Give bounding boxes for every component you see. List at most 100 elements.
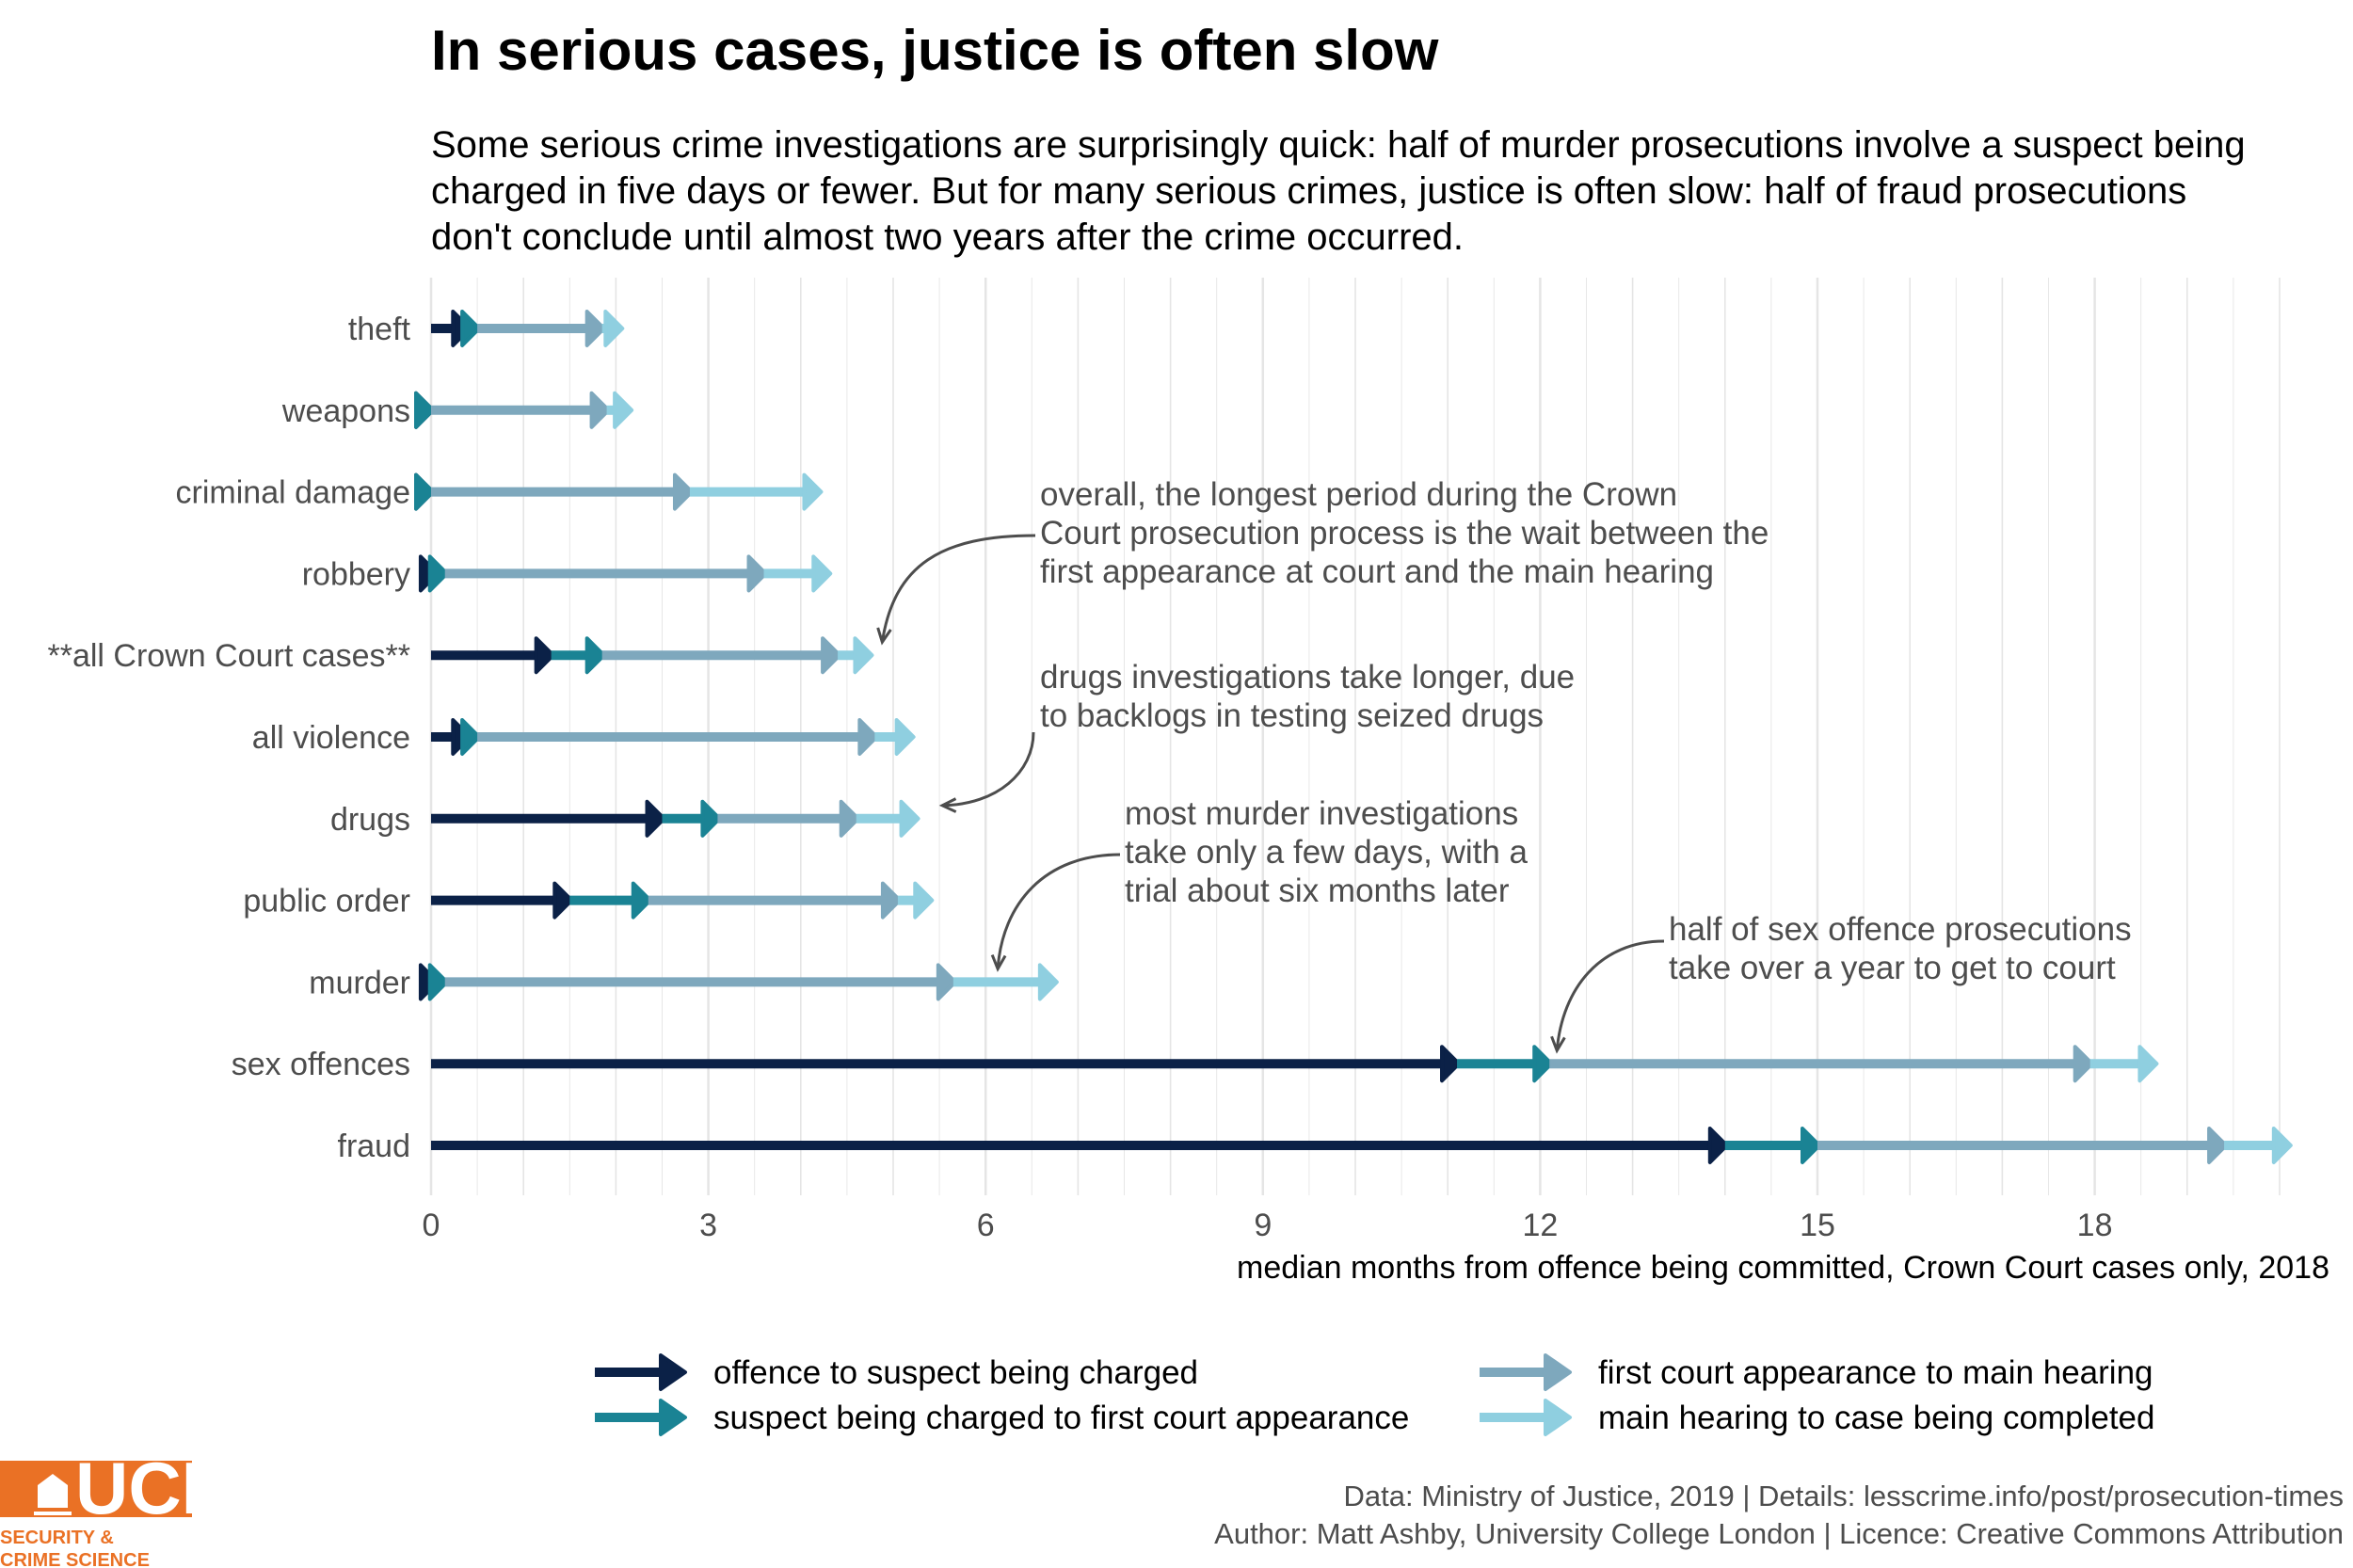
arrowhead-stage3 xyxy=(821,636,842,675)
arrowhead-stage4 xyxy=(894,718,916,756)
annotations: overall, the longest period during the C… xyxy=(876,476,2132,1054)
category-label: drugs xyxy=(330,802,410,838)
annotation-arrow xyxy=(880,534,1036,643)
x-tick-label: 3 xyxy=(699,1208,717,1243)
annotation-text: Court prosecution process is the wait be… xyxy=(1040,515,1769,552)
ucl-logo-block xyxy=(0,1461,192,1517)
legend-label: first court appearance to main hearing xyxy=(1598,1354,2153,1391)
category-labels: theft weapons criminal damage robbery **all … xyxy=(48,312,411,1164)
category-label: all violence xyxy=(252,720,410,756)
arrowhead-stage1 xyxy=(552,881,574,920)
arrowhead-stage4 xyxy=(2137,1045,2159,1083)
ucl-wordmark: UCL xyxy=(75,1447,226,1529)
annotation-text: take only a few days, with a xyxy=(1125,834,1529,871)
x-axis-ticks: 0 3 6 9 12 15 18 xyxy=(423,1208,2113,1243)
arrowhead-stage1 xyxy=(1707,1127,1729,1164)
arrowhead-stage1 xyxy=(645,799,666,838)
arrowhead-stage3 xyxy=(880,881,902,920)
annotation-arrowhead xyxy=(876,627,892,646)
arrowhead-stage2 xyxy=(631,881,652,920)
arrowhead-stage3 xyxy=(2073,1045,2094,1083)
annotation-text: first appearance at court and the main h… xyxy=(1040,553,1714,590)
legend: offence to suspect being charged suspect … xyxy=(595,1353,2154,1436)
annotation-text: to backlogs in testing seized drugs xyxy=(1040,697,1544,734)
annotation-arrow xyxy=(996,853,1121,969)
arrowhead-stage1 xyxy=(1440,1045,1462,1083)
category-label: fraud xyxy=(338,1128,411,1164)
arrowhead-stage3 xyxy=(2207,1127,2229,1164)
category-label: criminal damage xyxy=(176,475,410,511)
annotation-text: drugs investigations take longer, due xyxy=(1040,659,1575,696)
chart-subtitle-line-1: Some serious crime investigations are su… xyxy=(431,124,2246,166)
annotation-arrow xyxy=(1555,939,1665,1051)
x-tick-label: 0 xyxy=(423,1208,440,1243)
annotation-text: take over a year to get to court xyxy=(1669,950,2116,986)
x-axis-title: median months from offence being committ… xyxy=(1237,1250,2329,1286)
arrowhead-stage2 xyxy=(1801,1127,1821,1164)
category-label: **all Crown Court cases** xyxy=(48,638,411,674)
arrowhead-stage3 xyxy=(672,472,694,511)
arrowhead-stage3 xyxy=(746,554,768,593)
bars xyxy=(414,310,2293,1164)
category-label: public order xyxy=(243,884,410,920)
arrowhead-stage2 xyxy=(427,554,449,593)
arrowhead-stage2 xyxy=(414,391,435,429)
x-tick-label: 18 xyxy=(2077,1208,2113,1243)
annotation-text: trial about six months later xyxy=(1125,872,1510,909)
legend-label: offence to suspect being charged xyxy=(713,1354,1198,1391)
arrowhead-stage4 xyxy=(1037,963,1059,1001)
legend-key-arrow-stage4 xyxy=(1544,1399,1572,1436)
x-tick-label: 15 xyxy=(1800,1208,1835,1243)
arrowhead-stage2 xyxy=(1532,1045,1554,1083)
x-tick-label: 9 xyxy=(1254,1208,1272,1243)
ucl-portico-icon xyxy=(34,1474,72,1515)
arrowhead-stage2 xyxy=(700,799,722,838)
category-label: weapons xyxy=(281,393,410,429)
arrowhead-stage4 xyxy=(913,881,935,920)
arrowhead-stage4 xyxy=(603,310,625,347)
legend-key-arrow-stage2 xyxy=(659,1399,687,1436)
arrowhead-stage2 xyxy=(460,718,482,756)
arrowhead-stage1 xyxy=(534,636,555,675)
legend-label: main hearing to case being completed xyxy=(1598,1400,2154,1436)
annotation-text: overall, the longest period during the C… xyxy=(1040,476,1677,513)
chart-title: In serious cases, justice is often slow xyxy=(431,19,1439,82)
caption-line-1: Data: Ministry of Justice, 2019 | Detail… xyxy=(1344,1480,2344,1512)
ucl-subline-1: SECURITY & xyxy=(0,1528,114,1548)
annotation-arrowhead xyxy=(938,797,957,813)
legend-key-arrow-stage3 xyxy=(1544,1353,1572,1391)
arrowhead-stage2 xyxy=(427,963,449,1001)
ucl-subline-2: CRIME SCIENCE xyxy=(0,1550,150,1568)
annotation-arrowhead xyxy=(990,953,1007,972)
arrowhead-stage3 xyxy=(589,391,611,429)
category-label: sex offences xyxy=(232,1047,410,1082)
chart-subtitle-line-2: charged in five days or fewer. But for m… xyxy=(431,170,2186,212)
arrowhead-stage4 xyxy=(853,636,874,675)
arrowhead-stage2 xyxy=(584,636,606,675)
x-tick-label: 6 xyxy=(977,1208,995,1243)
arrowhead-stage3 xyxy=(584,310,606,347)
arrowhead-stage4 xyxy=(899,799,920,838)
gridlines xyxy=(429,278,2281,1195)
annotation-text: most murder investigations xyxy=(1125,795,1518,832)
arrowhead-stage3 xyxy=(936,963,957,1001)
arrowhead-stage4 xyxy=(613,391,634,429)
arrowhead-stage4 xyxy=(802,472,824,511)
category-label: robbery xyxy=(302,556,410,592)
caption-line-2: Author: Matt Ashby, University College L… xyxy=(1214,1517,2344,1550)
category-label: murder xyxy=(309,965,410,1000)
arrowhead-stage2 xyxy=(460,310,482,347)
chart-subtitle-line-3: don't conclude until almost two years af… xyxy=(431,216,1464,258)
x-tick-label: 12 xyxy=(1522,1208,1558,1243)
legend-key-arrow-stage1 xyxy=(659,1353,687,1391)
arrowhead-stage3 xyxy=(839,799,860,838)
ucl-logo: UCL SECURITY & CRIME SCIENCE xyxy=(0,1447,226,1568)
annotation-arrowhead xyxy=(1550,1035,1566,1054)
legend-label: suspect being charged to first court app… xyxy=(713,1400,1409,1436)
arrowhead-stage3 xyxy=(857,718,879,756)
annotation-text: half of sex offence prosecutions xyxy=(1669,911,2132,948)
arrowhead-stage2 xyxy=(414,472,435,511)
arrowhead-stage4 xyxy=(2271,1127,2293,1164)
category-label: theft xyxy=(348,312,411,347)
